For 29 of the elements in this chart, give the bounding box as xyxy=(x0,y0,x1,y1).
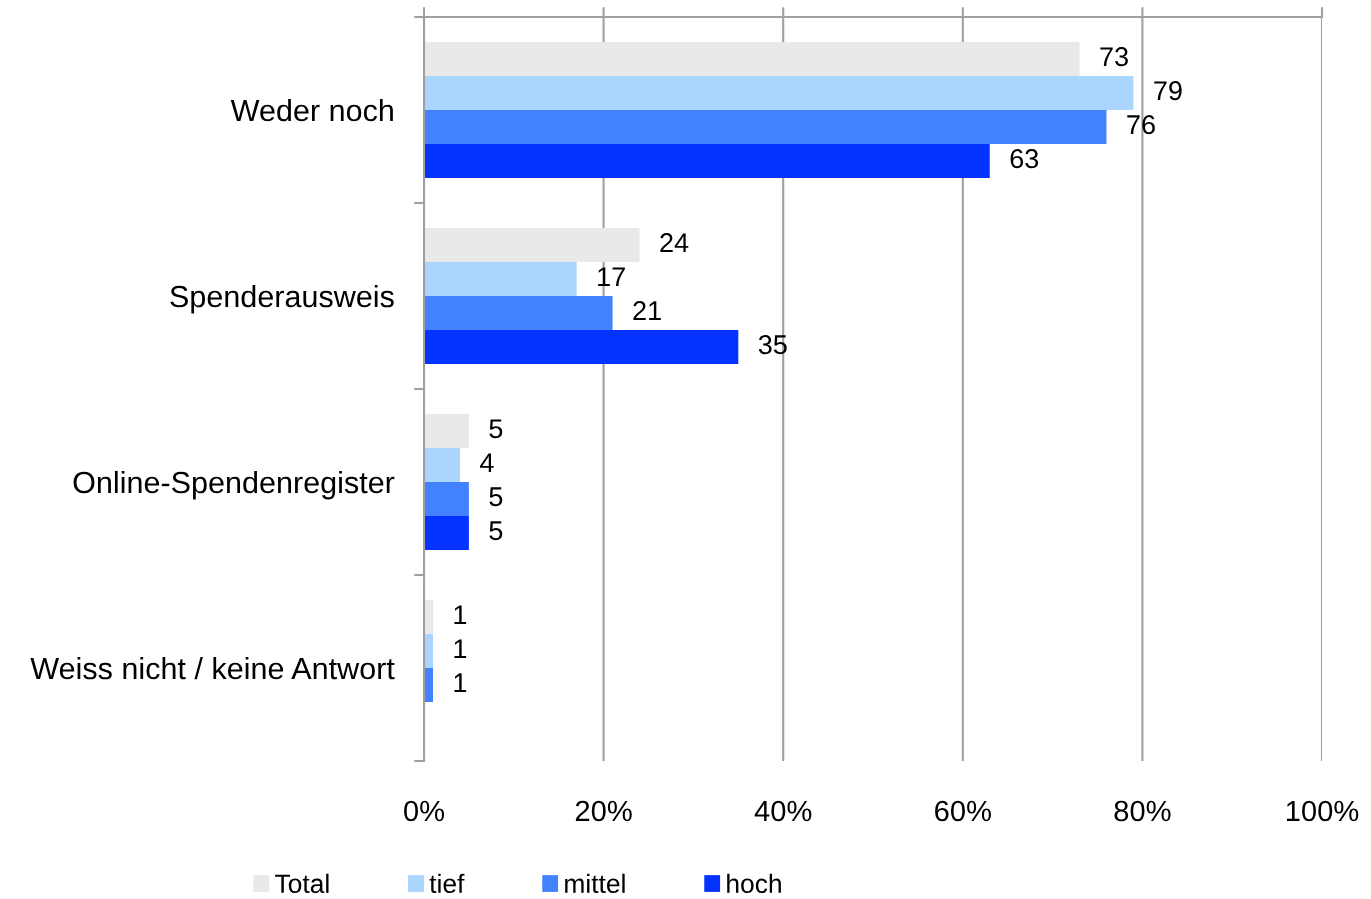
data-label: 63 xyxy=(1010,149,1039,169)
data-label: 76 xyxy=(1127,115,1155,135)
data-label: 5 xyxy=(489,487,503,507)
data-label: 1 xyxy=(454,639,467,659)
legend-label: tief xyxy=(429,873,465,894)
x-tick-label: 40% xyxy=(754,800,812,822)
y-tick-label: Spenderausweis xyxy=(170,284,394,314)
legend-label: Total xyxy=(275,873,329,894)
x-tick-label: 100% xyxy=(1286,800,1359,822)
data-label: 21 xyxy=(633,301,661,320)
y-tick-label: Weiss nicht / keine Antwort xyxy=(30,656,395,680)
data-label: 79 xyxy=(1154,81,1182,101)
data-label: 24 xyxy=(660,233,689,253)
data-label: 5 xyxy=(489,521,503,541)
data-label: 1 xyxy=(454,673,467,692)
legend-label: hoch xyxy=(727,873,781,894)
x-tick-label: 60% xyxy=(935,800,991,822)
data-label: 1 xyxy=(454,605,467,625)
data-label: 17 xyxy=(598,267,625,287)
y-tick-label: Weder noch xyxy=(230,98,393,122)
data-label: 73 xyxy=(1100,47,1128,67)
x-tick-label: 80% xyxy=(1114,800,1171,822)
data-label: 5 xyxy=(489,419,503,439)
x-tick-label: 20% xyxy=(575,800,632,822)
legend-label: mittel xyxy=(565,873,625,894)
data-label: 35 xyxy=(758,335,787,355)
data-label: 4 xyxy=(479,453,494,473)
y-tick-label: Online-Spendenregister xyxy=(73,470,395,500)
x-tick-label: 0% xyxy=(404,800,445,822)
